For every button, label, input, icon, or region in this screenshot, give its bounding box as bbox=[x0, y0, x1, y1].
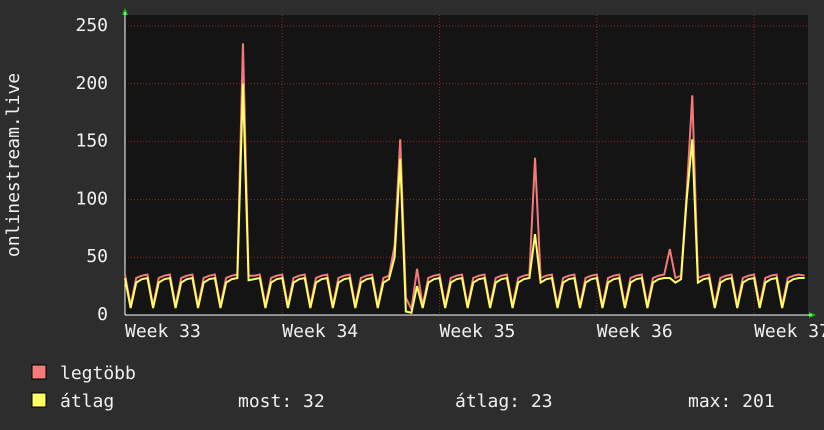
axis-arrow bbox=[122, 8, 128, 15]
legend-stat: most: 32 bbox=[238, 391, 325, 412]
y-axis-label: onlinestream.live bbox=[3, 73, 24, 257]
y-tick-label: 100 bbox=[75, 188, 108, 209]
legend-label: átlag bbox=[60, 391, 114, 412]
x-tick-label: Week 37 bbox=[754, 321, 824, 342]
x-tick-label: Week 35 bbox=[440, 321, 516, 342]
y-tick-label: 200 bbox=[75, 73, 108, 94]
x-tick-label: Week 34 bbox=[282, 321, 358, 342]
series-line bbox=[124, 83, 805, 314]
axis-arrow bbox=[809, 312, 816, 318]
x-tick-label: Week 36 bbox=[597, 321, 673, 342]
y-tick-label: 250 bbox=[75, 15, 108, 36]
x-tick-label: Week 33 bbox=[125, 321, 201, 342]
y-tick-label: 0 bbox=[97, 304, 108, 325]
plot-area bbox=[125, 15, 808, 315]
legend-label: legtöbb bbox=[60, 363, 136, 384]
legend-swatch bbox=[31, 364, 47, 380]
legend-swatch bbox=[31, 392, 47, 408]
legend-stat: átlag: 23 bbox=[455, 391, 553, 412]
y-tick-label: 150 bbox=[75, 131, 108, 152]
y-tick-label: 50 bbox=[86, 246, 108, 267]
legend-stat: max: 201 bbox=[688, 391, 775, 412]
